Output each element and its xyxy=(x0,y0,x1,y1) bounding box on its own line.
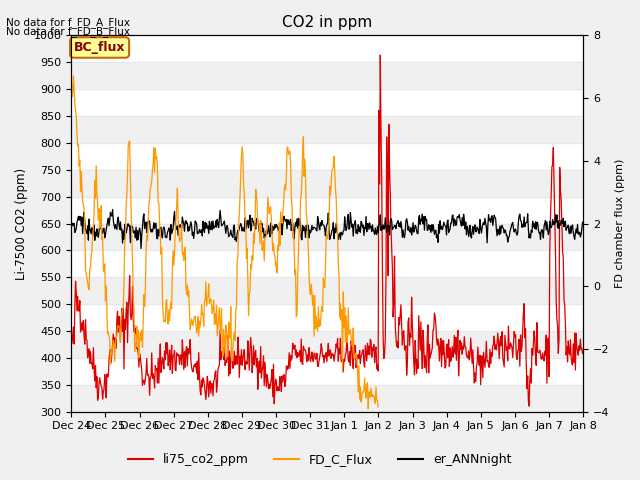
Text: No data for f_FD_B_Flux: No data for f_FD_B_Flux xyxy=(6,26,131,37)
Bar xyxy=(71,277,583,304)
Text: No data for f_FD_A_Flux: No data for f_FD_A_Flux xyxy=(6,17,131,28)
Title: CO2 in ppm: CO2 in ppm xyxy=(282,15,372,30)
Bar xyxy=(71,224,583,251)
Bar xyxy=(71,116,583,143)
Bar xyxy=(71,385,583,412)
Bar xyxy=(71,170,583,197)
Bar xyxy=(71,62,583,89)
Y-axis label: FD chamber flux (ppm): FD chamber flux (ppm) xyxy=(615,159,625,288)
Bar xyxy=(71,331,583,358)
Text: BC_flux: BC_flux xyxy=(74,41,125,54)
Y-axis label: Li-7500 CO2 (ppm): Li-7500 CO2 (ppm) xyxy=(15,168,28,279)
Legend: li75_co2_ppm, FD_C_Flux, er_ANNnight: li75_co2_ppm, FD_C_Flux, er_ANNnight xyxy=(124,448,516,471)
